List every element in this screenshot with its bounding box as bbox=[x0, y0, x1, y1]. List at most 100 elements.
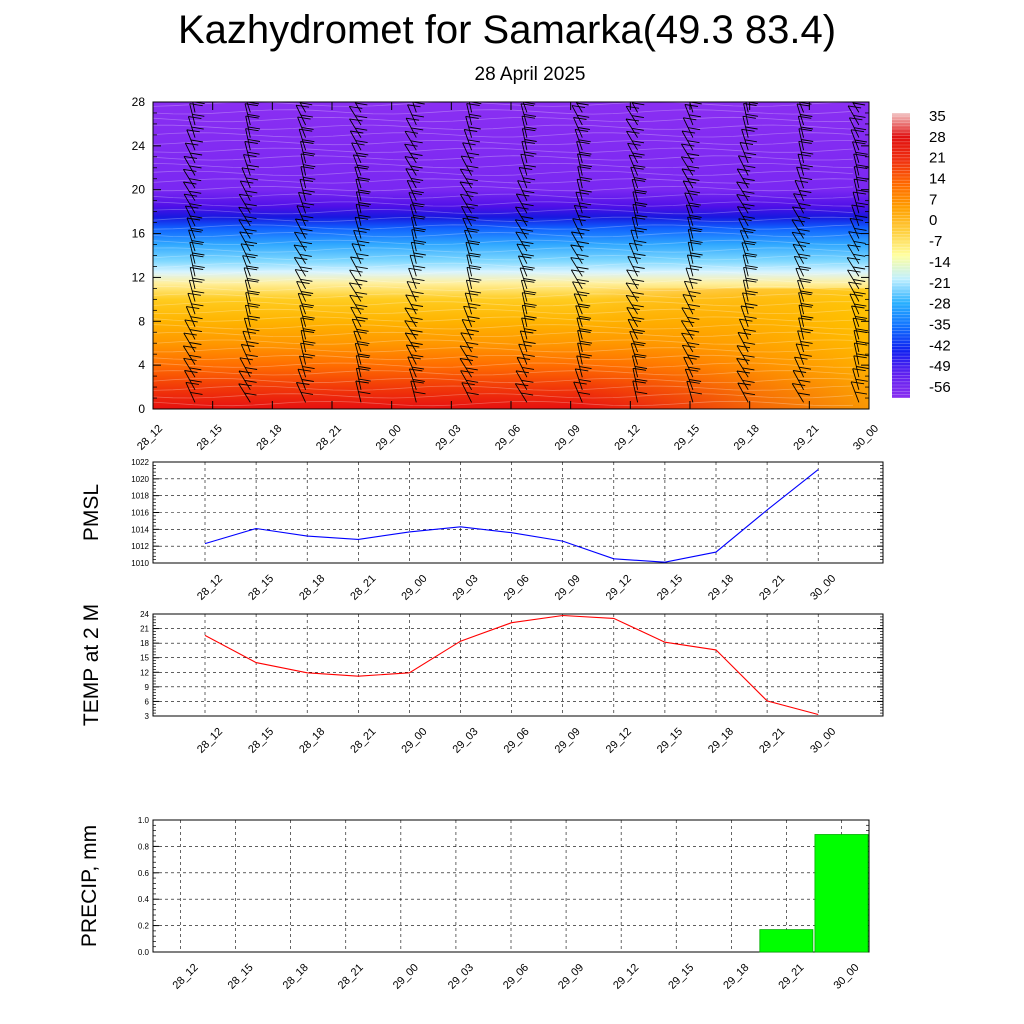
x-tick-label: 29_21 bbox=[776, 962, 806, 992]
x-tick-label: 29_00 bbox=[399, 726, 429, 756]
y-tick-label: 1022 bbox=[131, 458, 149, 467]
wind-barb-flag bbox=[570, 257, 584, 261]
y-tick-label: 12 bbox=[140, 668, 149, 677]
wind-barb-flag bbox=[579, 176, 593, 180]
wind-barb-flag bbox=[798, 317, 812, 321]
wind-barb-flag bbox=[521, 366, 535, 370]
wind-barb-flag bbox=[745, 290, 758, 294]
wind-barb-shaft bbox=[466, 254, 473, 277]
wind-barb-flag bbox=[464, 129, 478, 132]
wind-barb-flag bbox=[192, 113, 205, 117]
wind-barb-flag bbox=[854, 391, 868, 395]
contour-line bbox=[153, 400, 854, 407]
wind-barb-flag bbox=[797, 215, 811, 219]
wind-barb-flag bbox=[853, 191, 867, 195]
wind-barb-shaft bbox=[739, 230, 749, 252]
wind-barb-flag bbox=[299, 241, 313, 245]
wind-barb-flag bbox=[355, 291, 368, 295]
wind-barb-flag bbox=[409, 92, 422, 94]
wind-barb-flag bbox=[634, 353, 647, 357]
x-tick-label: 29_06 bbox=[501, 962, 531, 992]
wind-barb-flag bbox=[469, 277, 482, 281]
wind-barb-shaft bbox=[736, 358, 749, 378]
wind-barb-shaft bbox=[242, 255, 251, 277]
wind-barb-flag bbox=[404, 130, 419, 134]
wind-barb-flag bbox=[579, 366, 592, 370]
wind-barb-flag bbox=[410, 316, 423, 320]
wind-barb-shaft bbox=[736, 345, 749, 365]
wind-barb-shaft bbox=[299, 305, 307, 327]
wind-barb-flag bbox=[520, 267, 534, 271]
wind-barb-flag bbox=[349, 118, 363, 122]
wind-barb-shaft bbox=[244, 141, 251, 164]
wind-barb-flag bbox=[302, 366, 315, 370]
wind-barb-flag bbox=[190, 152, 203, 156]
wind-barb-flag bbox=[356, 253, 369, 257]
y-axis-label: PMSL bbox=[80, 484, 103, 541]
wind-barb-shaft bbox=[521, 116, 528, 138]
wind-barb-flag bbox=[523, 341, 536, 344]
wind-barb-flag bbox=[682, 344, 696, 348]
wind-barb-shaft bbox=[743, 267, 749, 289]
wind-barb-flag bbox=[353, 154, 367, 158]
wind-barb-flag bbox=[299, 178, 314, 182]
wind-barb-flag bbox=[689, 214, 702, 218]
wind-barb-flag bbox=[300, 166, 314, 170]
wind-barb-flag bbox=[411, 241, 425, 245]
wind-barb-shaft bbox=[295, 105, 307, 126]
wind-barb-flag bbox=[300, 102, 313, 106]
wind-barb-flag bbox=[577, 291, 590, 295]
heatmap-panel: 0 4 8 12 16 20 24 28 28_12 28_15 28_18 28_21 29_00 29… bbox=[132, 92, 881, 453]
wind-barb-flag bbox=[572, 218, 586, 222]
wind-barb-flag bbox=[800, 164, 813, 168]
wind-barb-flag bbox=[465, 242, 479, 245]
wind-barb-flag bbox=[294, 231, 308, 235]
x-tick-label: 29_15 bbox=[655, 726, 685, 756]
wind-barb-flag bbox=[302, 315, 315, 319]
y-tick-label: 1018 bbox=[131, 492, 149, 501]
wind-barb-flag bbox=[856, 366, 869, 369]
wind-barb-flag bbox=[632, 278, 645, 282]
wind-barb-flag bbox=[800, 290, 813, 294]
wind-barb-shaft bbox=[246, 102, 251, 113]
x-tick-label: 29_15 bbox=[666, 962, 696, 992]
wind-barb-flag bbox=[742, 190, 755, 194]
wind-barb-shaft bbox=[465, 116, 473, 138]
wind-barb-flag bbox=[298, 192, 312, 195]
wind-barb-flag bbox=[355, 316, 368, 320]
panel-frame bbox=[152, 819, 870, 953]
wind-barb-flag bbox=[685, 267, 700, 271]
x-tick-label: 29_21 bbox=[791, 423, 821, 453]
wind-barb-flag bbox=[743, 228, 756, 232]
wind-barb-flag bbox=[295, 218, 309, 222]
y-tick-label: 6 bbox=[145, 697, 150, 706]
contour-line bbox=[153, 132, 854, 138]
wind-barb-flag bbox=[683, 117, 697, 121]
y-tick-label: 1016 bbox=[131, 509, 149, 518]
wind-barb-flag bbox=[801, 139, 814, 142]
contour-line bbox=[153, 232, 854, 238]
y-tick-label: 12 bbox=[132, 270, 146, 284]
wind-barb-flag bbox=[687, 140, 700, 144]
wind-barb-shaft bbox=[736, 194, 749, 214]
wind-barb-flag bbox=[238, 206, 252, 210]
wind-barb-flag bbox=[358, 378, 371, 382]
wind-barb-flag bbox=[571, 94, 584, 96]
wind-barb-flag bbox=[797, 228, 810, 232]
wind-barb-flag bbox=[247, 302, 261, 306]
wind-barb-flag bbox=[632, 329, 645, 332]
x-tick-label: 28_12 bbox=[171, 962, 201, 992]
wind-barb-flag bbox=[518, 255, 532, 259]
wind-barb-flag bbox=[630, 166, 644, 170]
wind-barb-flag bbox=[681, 320, 695, 324]
wind-barb-flag bbox=[355, 279, 368, 282]
wind-barb-flag bbox=[191, 303, 204, 307]
wind-barb-flag bbox=[301, 291, 314, 294]
wind-barb-shaft bbox=[408, 268, 417, 290]
y-tick-label: 21 bbox=[140, 625, 149, 634]
wind-barb-flag bbox=[183, 357, 197, 361]
wind-barb-flag bbox=[635, 378, 648, 382]
wind-barb-shaft bbox=[520, 280, 528, 302]
wind-barb-flag bbox=[411, 366, 425, 370]
wind-barb-flag bbox=[633, 253, 646, 256]
